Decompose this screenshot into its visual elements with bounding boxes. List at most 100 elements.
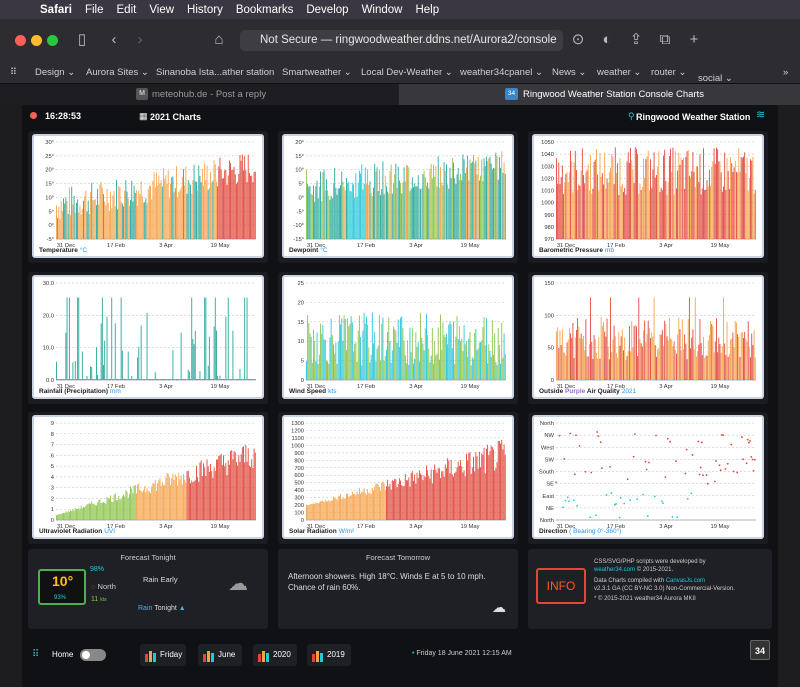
credits-line2: weather34.com © 2015-2021. [594, 567, 769, 575]
info-button[interactable]: INFO [536, 568, 586, 604]
bar [617, 163, 619, 239]
bar [563, 194, 564, 239]
zoom-window-button[interactable] [47, 35, 58, 46]
bar [347, 182, 349, 239]
weather34-logo[interactable]: 34 [750, 640, 770, 660]
credits-link-canvasjs[interactable]: CanvasJs.com [665, 578, 706, 584]
y-tick-label: East [542, 494, 554, 500]
bar [220, 169, 222, 239]
bar [736, 322, 737, 380]
bar [451, 157, 453, 239]
address-bar[interactable]: Not Secure — ringwoodweather.ddns.net/Au… [240, 30, 563, 51]
bar [220, 379, 222, 380]
y-tick-label: 30.0 [43, 281, 54, 287]
new-tab-icon[interactable]: + [689, 31, 699, 48]
bar [588, 344, 590, 380]
chart-unit: kts [328, 388, 337, 395]
bar [632, 347, 634, 380]
bar [464, 476, 466, 520]
menu-history[interactable]: History [187, 3, 223, 16]
bookmark-news[interactable]: News ⌄ [552, 67, 587, 78]
year-2019-button[interactable]: 2019 [307, 644, 351, 666]
home-label: Home [52, 650, 74, 659]
minimize-window-button[interactable] [31, 35, 42, 46]
bar [605, 336, 607, 380]
direction-point [575, 434, 577, 437]
tabs-overview-icon[interactable]: ⧉ [659, 31, 671, 48]
menu-app-name[interactable]: Safari [40, 3, 72, 16]
menu-help[interactable]: Help [415, 3, 440, 16]
bar [448, 460, 450, 520]
bar [400, 182, 401, 239]
menu-window[interactable]: Window [361, 3, 403, 16]
year-2020-button[interactable]: 2020 [253, 644, 297, 666]
bar [559, 183, 561, 239]
close-window-button[interactable] [15, 35, 26, 46]
menu-edit[interactable]: Edit [116, 3, 137, 16]
bar [79, 509, 81, 520]
friday-button[interactable]: Friday [140, 644, 186, 666]
bar [400, 480, 401, 520]
bar [373, 187, 374, 239]
bar [307, 505, 309, 520]
bar [384, 355, 386, 380]
bar [111, 297, 113, 380]
bar [383, 194, 385, 239]
bar [500, 363, 501, 380]
bar [408, 477, 410, 520]
bar [393, 481, 394, 520]
sidebar-icon[interactable]: ▯ [77, 31, 87, 48]
theme-toggle[interactable] [80, 649, 106, 661]
bar [329, 199, 331, 239]
bar [458, 465, 460, 520]
menu-file[interactable]: File [84, 3, 104, 16]
x-tick-label: 31 Dec [307, 524, 325, 530]
bookmarks-overflow-icon[interactable]: » [783, 67, 789, 78]
bookmark-smartweather[interactable]: Smartweather ⌄ [282, 67, 352, 78]
bar [451, 474, 453, 520]
bar [744, 331, 746, 380]
shield-icon[interactable]: ◐ [602, 31, 612, 48]
tab-ringwood[interactable]: 34 Ringwood Weather Station Console Char… [399, 84, 800, 105]
bar [342, 181, 344, 239]
bar [570, 150, 571, 239]
bar [234, 379, 236, 380]
bar [712, 161, 714, 239]
bar [730, 339, 731, 380]
forward-icon[interactable]: › [137, 31, 143, 48]
june-button[interactable]: June [198, 644, 242, 666]
share-icon[interactable]: ⇪ [629, 31, 643, 48]
bar [427, 334, 429, 380]
bar [624, 187, 626, 239]
bar [227, 175, 229, 239]
bookmark-sinanoba[interactable]: Sinanoba Ista...ather station [156, 67, 275, 78]
y-tick-label: 10 [298, 339, 304, 345]
bar [699, 154, 701, 239]
download-icon[interactable]: ⊙ [571, 31, 585, 48]
bookmark-aurora-sites[interactable]: Aurora Sites ⌄ [86, 67, 149, 78]
credits-link-weather34[interactable]: weather34.com [594, 566, 636, 573]
tab-meteohub[interactable]: M meteohub.de - Post a reply [0, 84, 398, 105]
bar [685, 343, 687, 380]
bar [634, 147, 636, 239]
back-icon[interactable]: ‹ [111, 31, 117, 48]
bar [503, 333, 505, 380]
menu-develop[interactable]: Develop [306, 3, 349, 16]
bar [121, 496, 123, 520]
menu-view[interactable]: View [149, 3, 175, 16]
menu-bookmarks[interactable]: Bookmarks [235, 3, 294, 16]
bookmark-router[interactable]: router ⌄ [651, 67, 687, 78]
bar [201, 476, 203, 520]
home-icon[interactable]: ⌂ [214, 31, 224, 48]
bookmark-weather34cpanel[interactable]: weather34cpanel ⌄ [460, 67, 543, 78]
bookmark-design[interactable]: Design ⌄ [35, 67, 76, 78]
bookmarks-grid-icon[interactable]: ⠿ [10, 67, 17, 78]
bar [367, 324, 369, 380]
bar [394, 478, 396, 520]
bookmark-weather[interactable]: weather ⌄ [597, 67, 642, 78]
bar [137, 205, 139, 239]
home-button[interactable]: ⠿ Home [28, 644, 78, 666]
bar [355, 173, 357, 239]
bar [671, 339, 673, 380]
bookmark-local-dev[interactable]: Local Dev-Weather ⌄ [361, 67, 453, 78]
